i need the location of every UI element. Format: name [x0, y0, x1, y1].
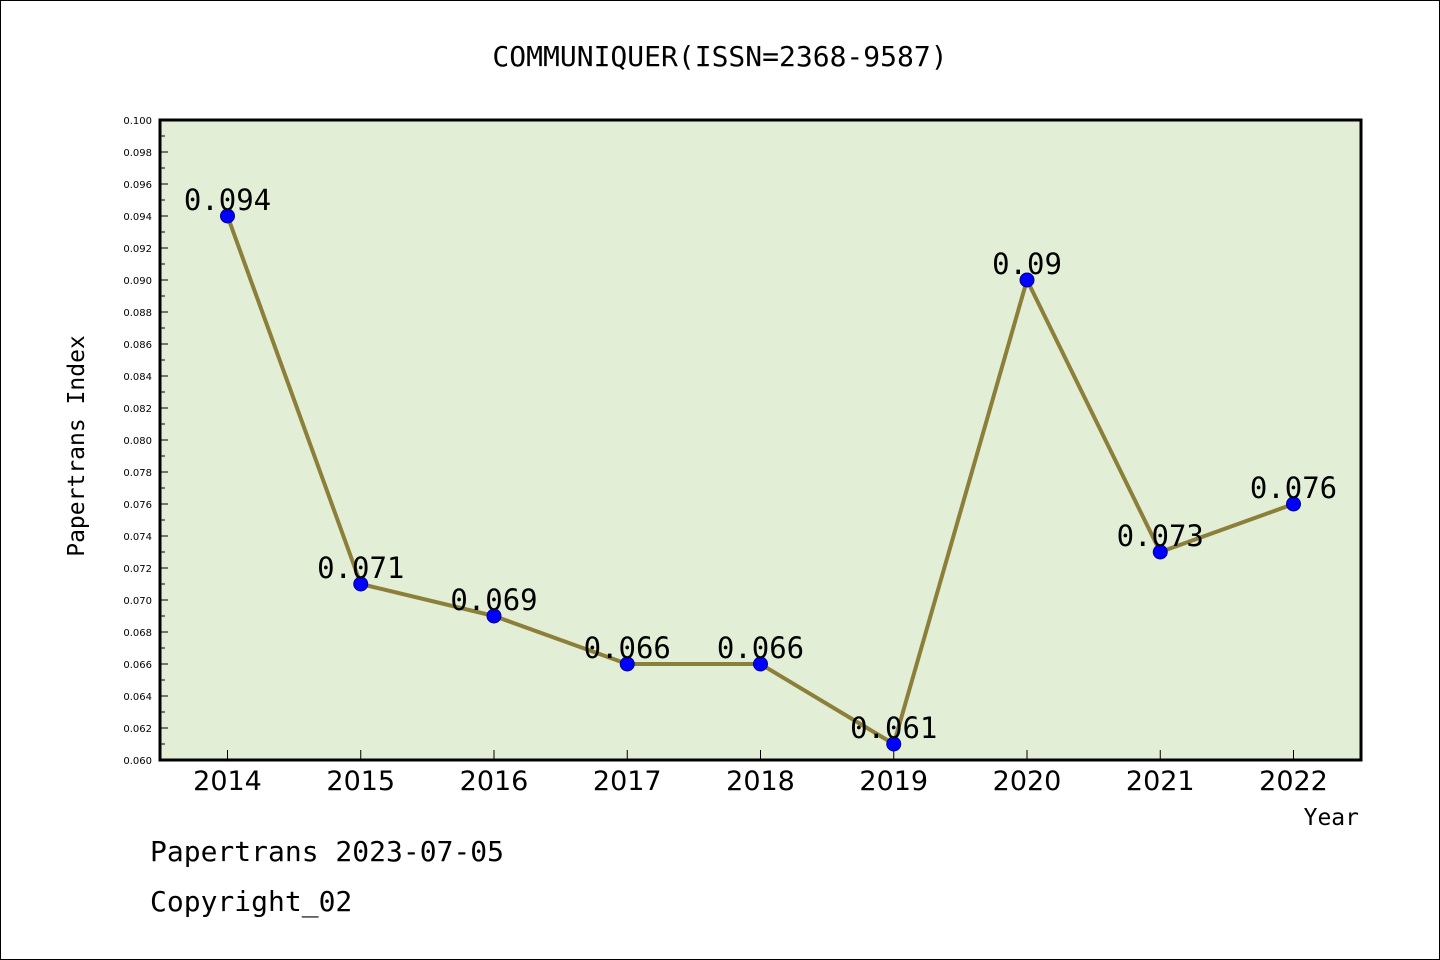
y-tick-label: 0.092 [123, 244, 152, 255]
x-tick-label: 2020 [993, 766, 1062, 797]
data-label: 0.066 [584, 631, 671, 665]
data-label: 0.076 [1250, 471, 1337, 505]
y-tick-label: 0.086 [123, 340, 152, 351]
footer-source: Papertrans 2023-07-05 [150, 835, 505, 868]
y-tick-label: 0.066 [123, 660, 152, 671]
y-tick-label: 0.084 [123, 372, 152, 383]
x-axis-label: Year [1304, 805, 1359, 831]
y-tick-label: 0.070 [123, 596, 152, 607]
y-tick-label: 0.078 [123, 468, 152, 479]
x-tick-label: 2014 [193, 766, 262, 797]
y-tick-label: 0.072 [123, 564, 152, 575]
data-label: 0.066 [717, 631, 804, 665]
y-axis-label: Papertrans Index [64, 335, 90, 557]
y-tick-label: 0.068 [123, 628, 152, 639]
data-label: 0.073 [1117, 519, 1204, 553]
y-tick-label: 0.100 [123, 116, 152, 127]
x-tick-label: 2021 [1126, 766, 1195, 797]
data-point [220, 208, 235, 224]
data-label: 0.069 [450, 583, 537, 617]
data-point [1019, 272, 1035, 288]
data-label: 0.061 [850, 711, 937, 745]
x-axis-ticks: 2014 2015 2016 2017 2018 2019 2020 2021 2022 [193, 750, 1328, 797]
data-point [1286, 496, 1301, 512]
y-tick-label: 0.096 [123, 180, 152, 191]
data-point [619, 656, 635, 672]
chart-title: COMMUNIQUER(ISSN=2368-9587) [492, 40, 947, 73]
y-tick-label: 0.060 [123, 756, 152, 767]
y-tick-label: 0.080 [123, 436, 152, 447]
data-label: 0.09 [992, 247, 1062, 281]
y-tick-label: 0.094 [123, 212, 152, 223]
y-tick-label: 0.090 [123, 276, 152, 287]
data-labels: 0.094 0.071 0.069 0.066 0.066 0.061 0.09 0.073 0… [184, 183, 1337, 745]
y-tick-label: 0.098 [123, 148, 152, 159]
data-point [486, 608, 502, 624]
plot-area [158, 118, 1363, 762]
y-tick-label: 0.076 [123, 500, 152, 511]
x-tick-label: 2022 [1259, 766, 1328, 797]
data-label: 0.071 [317, 551, 404, 585]
y-tick-label: 0.064 [123, 692, 152, 703]
data-point [1152, 544, 1168, 560]
y-tick-label: 0.088 [123, 308, 152, 319]
data-points [220, 208, 1301, 752]
x-tick-label: 2015 [326, 766, 395, 797]
y-axis-ticks: 0.060 0.062 0.064 0.066 0.068 0.070 0.072 0.074… [123, 116, 168, 767]
y-tick-label: 0.074 [123, 532, 152, 543]
data-label: 0.094 [184, 183, 271, 217]
x-tick-label: 2018 [726, 766, 795, 797]
x-tick-label: 2016 [460, 766, 529, 797]
y-tick-label: 0.082 [123, 404, 152, 415]
x-tick-label: 2019 [859, 766, 928, 797]
footer-copyright: Copyright_02 [150, 885, 353, 918]
data-point [353, 576, 369, 592]
data-point [753, 656, 768, 672]
data-point [886, 736, 902, 752]
x-tick-label: 2017 [593, 766, 662, 797]
y-tick-label: 0.062 [123, 724, 152, 735]
